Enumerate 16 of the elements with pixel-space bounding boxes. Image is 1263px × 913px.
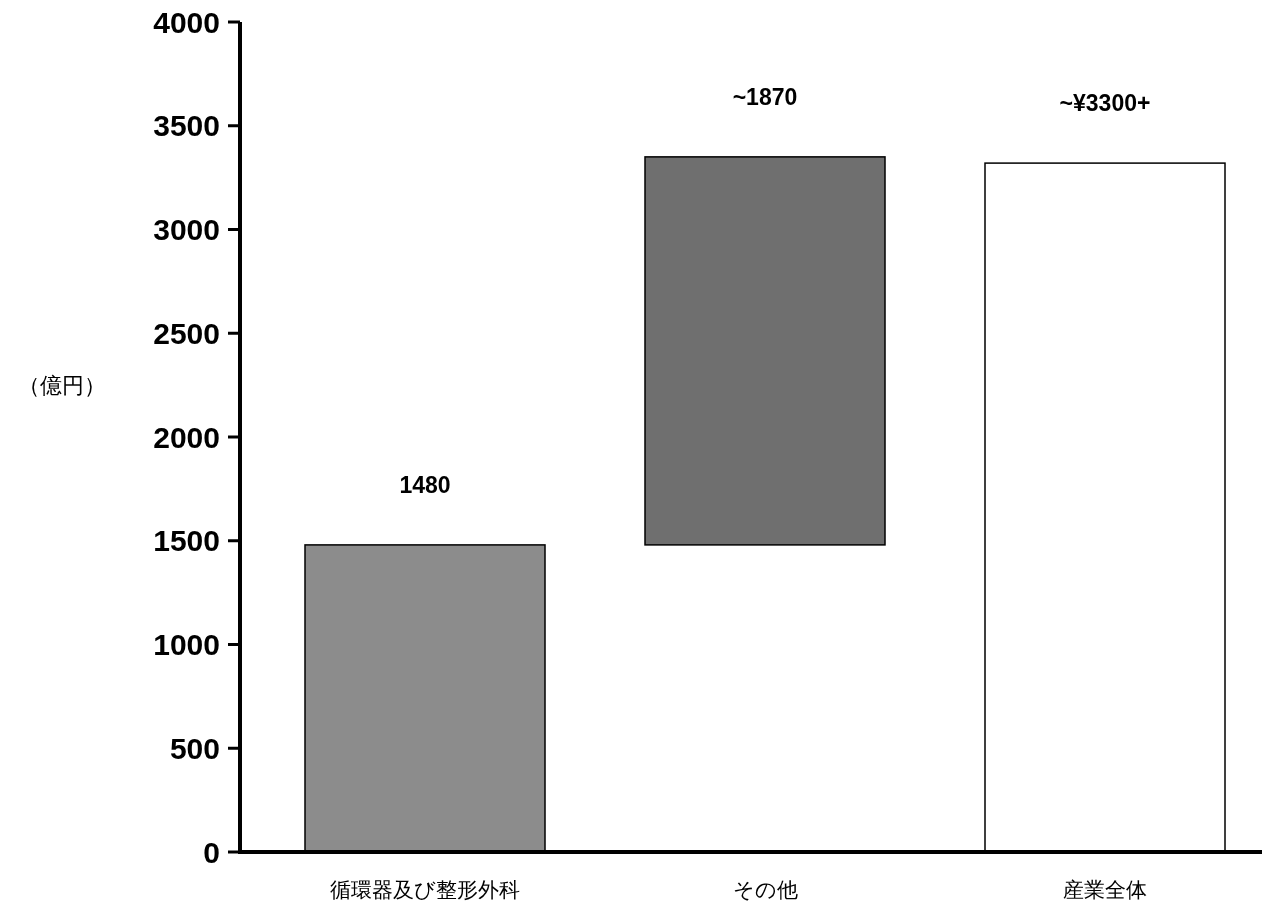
data-label: 1480 [399, 471, 451, 498]
x-tick-label: 産業全体 [1063, 878, 1147, 901]
y-tick-label: 1000 [153, 628, 220, 661]
y-tick-label: 2000 [153, 420, 220, 454]
data-label: ~¥3300+ [1059, 90, 1151, 117]
y-tick-label: 0 [203, 835, 220, 869]
y-axis-title: （億円） [18, 372, 106, 398]
y-tick-label: 1500 [153, 524, 220, 558]
x-tick-label: 循環器及び整形外科 [330, 878, 520, 901]
y-tick-label: 500 [169, 731, 220, 765]
y-tick-label: 3500 [153, 109, 220, 143]
x-tick-label: その他 [732, 878, 798, 901]
y-tick-label: 4000 [153, 5, 220, 39]
data-label: ~1870 [732, 83, 798, 110]
y-tick-label: 3000 [153, 213, 220, 246]
y-tick-label: 2500 [153, 316, 220, 350]
